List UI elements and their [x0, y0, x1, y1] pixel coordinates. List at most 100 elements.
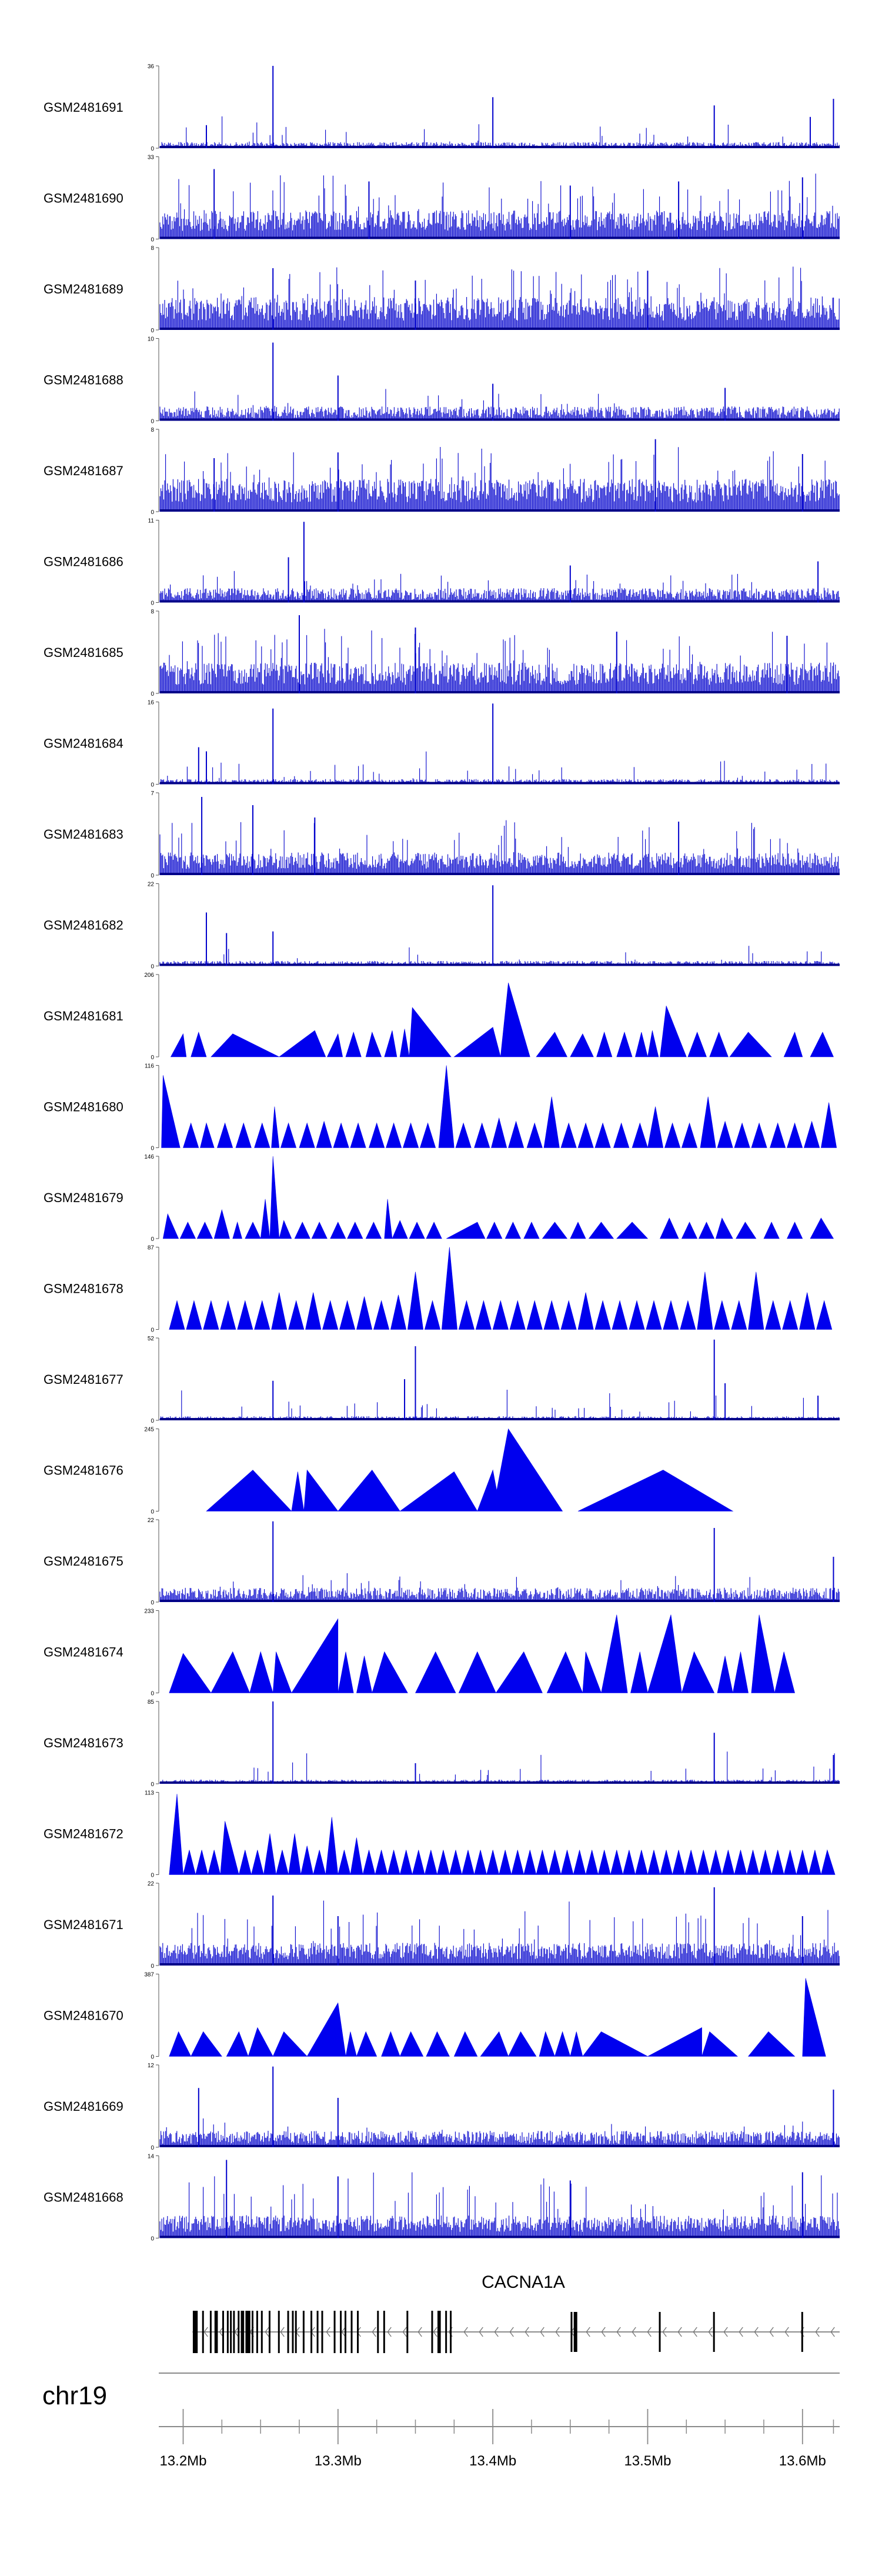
track-GSM2481675: GSM2481675 22 0	[44, 1517, 840, 1606]
exon	[238, 2311, 240, 2353]
coverage-bars	[159, 116, 840, 148]
y-max-label: 36	[148, 64, 155, 70]
exon	[321, 2311, 323, 2353]
coverage-baseline	[160, 509, 840, 512]
exon	[801, 2312, 803, 2352]
strand-arrow	[203, 2327, 208, 2337]
genome-axis: 13.2Mb 13.3Mb 13.4Mb 13.5Mb 13.6Mb	[159, 2409, 840, 2469]
track-GSM2481689: GSM2481689 8 0	[44, 245, 840, 334]
track-label: GSM2481686	[44, 555, 123, 569]
y-min-label: 0	[151, 964, 154, 970]
track-GSM2481686: GSM2481686 11 0	[44, 518, 840, 607]
track-GSM2481669: GSM2481669 12 0	[44, 2063, 840, 2151]
track-GSM2481684: GSM2481684 16 0	[44, 700, 840, 789]
coverage-bars	[159, 1573, 840, 1602]
y-min-label: 0	[151, 782, 154, 789]
strand-arrow	[265, 2327, 269, 2337]
track-GSM2481688: GSM2481688 10 0	[44, 336, 840, 425]
track-label: GSM2481675	[44, 1554, 123, 1569]
track-label: GSM2481690	[44, 191, 123, 206]
strand-arrow	[387, 2327, 392, 2337]
coverage-peaks	[162, 1156, 834, 1239]
coverage-baseline	[160, 1600, 840, 1602]
track-GSM2481676: GSM2481676 245 0	[44, 1427, 734, 1516]
coverage-peaks	[170, 982, 834, 1057]
y-max-label: 11	[148, 518, 155, 525]
y-min-label: 0	[151, 1327, 154, 1334]
coverage-peaks	[206, 1428, 734, 1511]
track-label: GSM2481681	[44, 1009, 123, 1023]
track-label: GSM2481688	[44, 373, 123, 388]
track-label: GSM2481689	[44, 282, 123, 296]
exon	[350, 2311, 353, 2353]
exon	[278, 2311, 280, 2353]
coverage-baseline	[160, 2145, 840, 2147]
strand-arrow	[219, 2327, 223, 2337]
strand-arrow	[479, 2327, 483, 2337]
y-max-label: 387	[144, 1972, 154, 1978]
coverage-peaks	[169, 1794, 836, 1875]
y-min-label: 0	[151, 328, 154, 334]
y-min-label: 0	[151, 2054, 154, 2061]
exon	[316, 2311, 319, 2353]
y-max-label: 8	[151, 609, 154, 615]
chromosome-label: chr19	[42, 2381, 107, 2410]
exon	[439, 2311, 441, 2353]
track-GSM2481668: GSM2481668 14 0	[44, 2154, 840, 2243]
strand-arrow	[540, 2327, 544, 2337]
exon	[570, 2312, 573, 2352]
y-max-label: 113	[145, 1790, 154, 1797]
strand-arrow	[524, 2327, 529, 2337]
y-max-label: 8	[151, 245, 154, 252]
coverage-bars	[159, 266, 840, 330]
y-min-label: 0	[151, 509, 154, 516]
track-label: GSM2481678	[44, 1282, 123, 1296]
coverage-bars	[159, 1390, 840, 1420]
y-max-label: 85	[148, 1699, 155, 1706]
coverage-peaks	[161, 1065, 837, 1148]
track-label: GSM2481691	[44, 100, 123, 115]
y-max-label: 245	[144, 1427, 154, 1433]
coverage-bars	[159, 1751, 840, 1784]
strand-arrow	[708, 2327, 713, 2337]
y-max-label: 10	[148, 336, 155, 343]
y-min-label: 0	[151, 873, 154, 879]
track-GSM2481670: GSM2481670 387 0	[44, 1972, 826, 2061]
tick-label: 13.6Mb	[779, 2453, 826, 2469]
coverage-baseline	[160, 963, 840, 966]
strand-arrow	[693, 2327, 697, 2337]
coverage-peaks	[169, 1614, 795, 1693]
track-GSM2481678: GSM2481678 87 0	[44, 1245, 833, 1334]
exon	[406, 2311, 409, 2353]
y-min-label: 0	[151, 1055, 154, 1061]
track-label: GSM2481676	[44, 1463, 123, 1478]
track-GSM2481679: GSM2481679 146 0	[44, 1154, 834, 1243]
exon	[268, 2311, 270, 2353]
track-GSM2481687: GSM2481687 8 0	[44, 427, 840, 516]
strand-arrow	[417, 2327, 422, 2337]
y-min-label: 0	[151, 1963, 154, 1970]
exon	[292, 2311, 294, 2353]
exon	[713, 2312, 715, 2352]
exon	[260, 2311, 263, 2353]
y-max-label: 33	[148, 155, 155, 161]
track-label: GSM2481669	[44, 2099, 123, 2114]
exon	[209, 2311, 212, 2353]
strand-arrow	[647, 2327, 652, 2337]
exon	[216, 2311, 218, 2353]
exon	[302, 2311, 305, 2353]
strand-arrow	[341, 2327, 346, 2337]
track-GSM2481677: GSM2481677 52 0	[44, 1336, 840, 1424]
exon	[226, 2311, 229, 2353]
coverage-bars	[159, 1900, 840, 1966]
strand-arrow	[494, 2327, 499, 2337]
y-min-label: 0	[151, 2145, 154, 2151]
track-GSM2481673: GSM2481673 85 0	[44, 1699, 840, 1788]
track-label: GSM2481670	[44, 2008, 123, 2023]
track-label: GSM2481683	[44, 827, 123, 842]
gene-name-label: CACNA1A	[482, 2273, 565, 2292]
y-min-label: 0	[151, 691, 154, 698]
y-max-label: 52	[148, 1336, 155, 1342]
exon	[202, 2311, 204, 2353]
coverage-bars	[159, 389, 840, 421]
